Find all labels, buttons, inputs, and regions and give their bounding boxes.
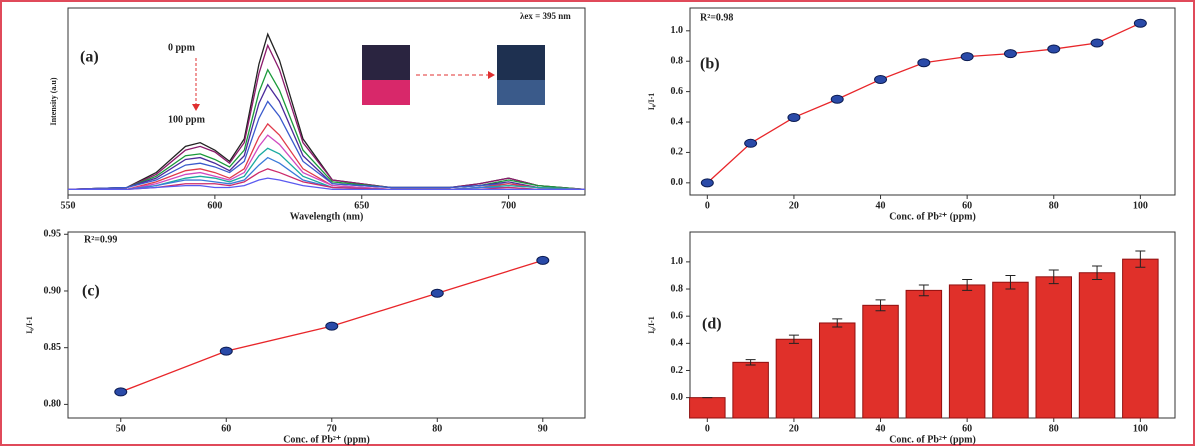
x-tick-label: 0	[705, 200, 710, 211]
data-point	[788, 113, 800, 121]
x-axis-label: Conc. of Pb²⁺ (ppm)	[889, 211, 976, 222]
data-point	[1134, 19, 1146, 27]
y-axis-label: I₀/I-1	[647, 93, 656, 111]
x-tick-label: 20	[789, 200, 799, 211]
bar	[1036, 277, 1072, 418]
trend-arrow-head	[192, 104, 200, 111]
y-tick-label: 0.90	[44, 285, 62, 296]
bar	[733, 362, 769, 418]
x-tick-label: 0	[705, 423, 710, 434]
x-tick-label: 80	[432, 423, 442, 434]
annotation: 100 ppm	[168, 114, 206, 125]
annotation: R²=0.98	[700, 12, 733, 23]
x-tick-label: 600	[207, 200, 222, 211]
x-tick-label: 90	[538, 423, 548, 434]
annotation: (d)	[702, 316, 722, 333]
bar	[819, 323, 855, 418]
x-tick-label: 550	[61, 200, 76, 211]
y-tick-label: 0.4	[671, 338, 684, 349]
y-tick-label: 0.8	[671, 56, 684, 67]
x-tick-label: 60	[962, 423, 972, 434]
data-point	[875, 75, 887, 83]
bar	[1079, 273, 1115, 418]
x-tick-label: 700	[501, 200, 516, 211]
y-tick-label: 1.0	[671, 256, 684, 267]
data-point	[961, 53, 973, 61]
x-tick-label: 60	[221, 423, 231, 434]
x-tick-label: 80	[1049, 200, 1059, 211]
annotation: 0 ppm	[168, 42, 196, 53]
y-tick-label: 0.6	[671, 86, 684, 97]
inset-arrow-head	[488, 71, 495, 79]
inset-photos	[192, 45, 545, 111]
cuvette-after-liquid	[497, 80, 545, 105]
data-point	[701, 179, 713, 187]
x-tick-label: 50	[116, 423, 126, 434]
data-point	[537, 256, 549, 264]
y-tick-label: 0.0	[671, 392, 684, 403]
y-tick-label: 0.85	[44, 342, 62, 353]
data-point	[1048, 45, 1060, 53]
x-axis-label: Conc. of Pb²⁺ (ppm)	[283, 434, 370, 445]
y-tick-label: 1.0	[671, 25, 684, 36]
y-tick-label: 0.95	[44, 229, 62, 240]
plot-frame	[690, 8, 1175, 195]
bar	[993, 282, 1029, 418]
y-tick-label: 0.2	[671, 365, 684, 376]
x-tick-label: 40	[876, 200, 886, 211]
y-tick-label: 0.2	[671, 147, 684, 158]
bar	[906, 290, 942, 418]
y-axis-label: Intensity (a.u)	[49, 77, 58, 125]
annotation: (a)	[80, 49, 99, 66]
bar	[1123, 259, 1159, 418]
bar	[949, 285, 985, 418]
data-point	[326, 322, 338, 330]
cuvette-before-liquid	[362, 80, 410, 105]
figure: 550600650700Wavelength (nm)Intensity (a.…	[0, 0, 1195, 446]
x-tick-label: 100	[1133, 200, 1148, 211]
data-point	[1004, 50, 1016, 58]
data-point	[1091, 39, 1103, 47]
data-point	[220, 347, 232, 355]
x-axis-label: Conc. of Pb²⁺ (ppm)	[889, 434, 976, 445]
data-point	[115, 388, 127, 396]
y-tick-label: 0.0	[671, 177, 684, 188]
annotation: (b)	[700, 56, 720, 73]
x-tick-label: 20	[789, 423, 799, 434]
x-tick-label: 650	[354, 200, 369, 211]
bar	[690, 398, 726, 418]
data-point	[745, 139, 757, 147]
y-tick-label: 0.4	[671, 116, 684, 127]
bar	[776, 339, 812, 418]
data-point	[831, 95, 843, 103]
x-tick-label: 60	[962, 200, 972, 211]
y-tick-label: 0.80	[44, 399, 62, 410]
x-tick-label: 40	[876, 423, 886, 434]
data-point	[431, 289, 443, 297]
series-line	[707, 23, 1140, 183]
annotation: R²=0.99	[84, 234, 117, 245]
x-tick-label: 80	[1049, 423, 1059, 434]
y-axis-label: I₀/I-1	[25, 316, 34, 334]
y-tick-label: 0.6	[671, 310, 684, 321]
annotation: λex = 395 nm	[520, 11, 571, 21]
x-axis-label: Wavelength (nm)	[290, 211, 364, 222]
y-tick-label: 0.8	[671, 283, 684, 294]
x-tick-label: 70	[327, 423, 337, 434]
data-point	[918, 59, 930, 67]
x-tick-label: 100	[1133, 423, 1148, 434]
y-axis-label: I₀/I-1	[647, 316, 656, 334]
bar	[863, 305, 899, 418]
annotation: (c)	[82, 283, 100, 300]
